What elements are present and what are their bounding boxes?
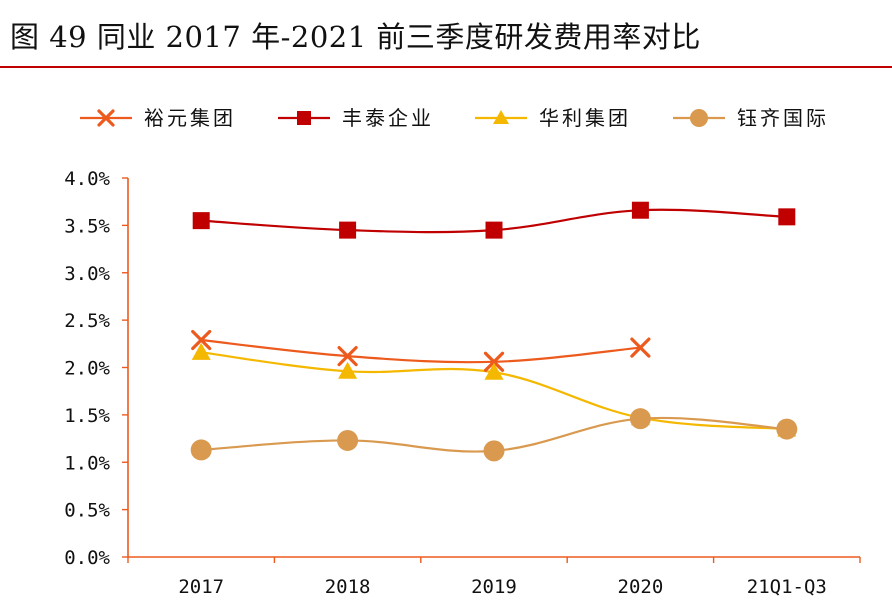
data-point [337,346,358,367]
legend-item: 钰齐国际 [673,106,829,130]
legend-item: 裕元集团 [80,106,236,130]
legend-item: 华利集团 [475,106,631,130]
data-point [338,361,358,379]
data-point [630,337,651,358]
series-markers [190,201,798,462]
data-point [629,408,651,430]
data-point [191,342,211,360]
data-point [190,439,212,461]
y-tick-label: 0.5% [64,500,110,522]
legend-marker [493,110,509,124]
chart-axes: 0.0% 0.5% 1.0% 1.5% 2.0% 2.5% 3.0% 3.5% 4.0% 2017… [64,168,861,598]
legend-marker [690,109,708,127]
x-tick-label: 2019 [471,576,517,598]
data-point [778,208,796,226]
y-tick-label: 1.5% [64,405,110,427]
series-line-1 [201,338,641,364]
x-stroke [483,351,505,372]
x-tick-label: 2020 [618,576,664,598]
data-point [776,418,798,440]
legend-label: 华利集团 [539,106,631,130]
x-tick-label: 21Q1-Q3 [747,576,827,598]
data-point [192,212,210,230]
data-point [483,351,505,372]
y-tick-label: 3.5% [64,215,110,237]
y-tick-label: 0.0% [64,547,110,569]
x-tick-label: 2018 [325,576,371,598]
legend-marker [297,111,311,125]
y-tick-label: 4.0% [64,168,110,190]
legend-label: 裕元集团 [144,106,236,130]
data-point [337,429,359,451]
y-tick-label: 2.0% [64,358,110,380]
y-tick-label: 1.0% [64,452,110,474]
title-divider [0,66,892,68]
data-point [484,362,504,380]
legend-marker [97,109,115,127]
legend-item: 丰泰企业 [278,106,434,130]
y-tick-label: 3.0% [64,263,110,285]
data-point [485,221,503,239]
x-stroke [97,109,115,127]
legend-label: 丰泰企业 [342,106,434,130]
data-point [483,440,505,462]
data-point [631,201,649,219]
legend-label: 钰齐国际 [737,106,829,130]
x-stroke [337,346,358,367]
chart-title: 图 49 同业 2017 年-2021 前三季度研发费用率对比 [10,20,701,54]
chart-legend: 裕元集团 丰泰企业 华利集团 钰齐国际 [80,106,829,130]
y-tick-label: 2.5% [64,310,110,332]
x-stroke [191,329,212,351]
x-stroke [630,337,651,358]
data-point [191,329,212,351]
series-lines [201,208,787,453]
data-point [339,221,357,239]
x-tick-label: 2017 [178,576,224,598]
